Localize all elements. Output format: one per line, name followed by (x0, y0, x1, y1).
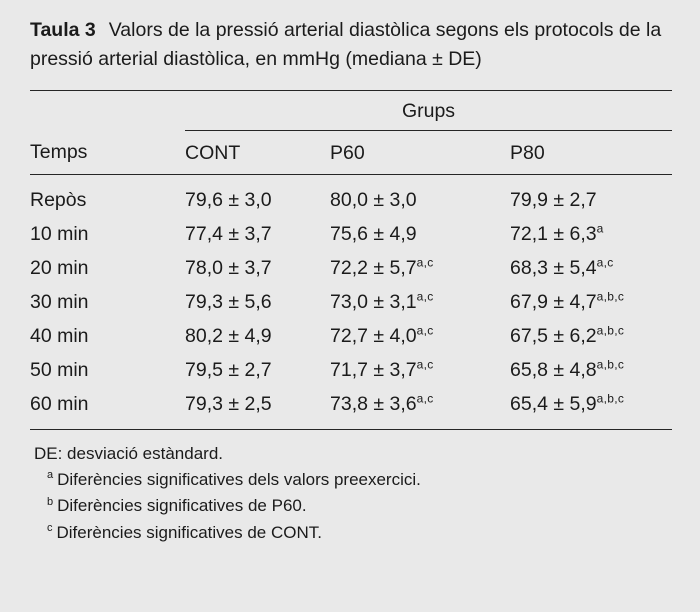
cell-value: 65,8 ± 4,8 (510, 358, 597, 381)
column-header-temps: Temps (30, 130, 185, 175)
time-cell: 20 min (30, 256, 89, 279)
table-row: 40 min 80,2 ± 4,9 72,7 ± 4,0a,c 67,5 ± 6… (30, 320, 672, 354)
cell-value: 73,0 ± 3,1 (330, 290, 417, 313)
cell-superscript: a,b,c (596, 391, 625, 405)
cell-value: 67,9 ± 4,7 (510, 290, 597, 313)
time-cell: Repòs (30, 188, 87, 211)
cell-superscript: a,c (416, 289, 434, 303)
p60-value-cell: 80,0 ± 3,0 (330, 174, 510, 218)
time-cell: 50 min (30, 358, 89, 381)
footnote: c Diferències significatives de CONT. (30, 520, 672, 546)
cell-value: 72,2 ± 5,7 (330, 256, 417, 279)
table-title: Taula 3 Valors de la pressió arterial dia… (30, 16, 672, 75)
table-row: 60 min 79,3 ± 2,5 73,8 ± 3,6a,c 65,4 ± 5… (30, 387, 672, 430)
table-number-label: Taula 3 (30, 19, 96, 41)
p80-value-cell: 72,1 ± 6,3a (510, 218, 672, 252)
table-row: 50 min 79,5 ± 2,7 71,7 ± 3,7a,c 65,8 ± 4… (30, 354, 672, 388)
column-header-cont: CONT (185, 130, 330, 175)
cell-superscript: a,c (416, 357, 434, 371)
cell-value: 80,0 ± 3,0 (330, 188, 417, 211)
cell-value: 75,6 ± 4,9 (330, 222, 417, 245)
column-header-row: Temps CONT P60 P80 (30, 130, 672, 175)
cell-superscript: a,c (416, 323, 434, 337)
p60-value-cell: 72,7 ± 4,0a,c (330, 320, 510, 354)
footnote-text: Diferències significatives de CONT. (56, 522, 322, 542)
time-cell: 60 min (30, 387, 185, 430)
group-header-spacer (30, 89, 185, 130)
p80-value-cell: 67,5 ± 6,2a,b,c (510, 320, 672, 354)
cont-value-cell: 77,4 ± 3,7 (185, 222, 272, 245)
cell-superscript: a,c (416, 391, 434, 405)
cell-superscript: a,b,c (596, 289, 625, 303)
p60-value-cell: 75,6 ± 4,9 (330, 218, 510, 252)
p60-value-cell: 73,0 ± 3,1a,c (330, 286, 510, 320)
cell-value: 65,4 ± 5,9 (510, 392, 597, 415)
time-cell: 30 min (30, 290, 89, 313)
cell-superscript: a,b,c (596, 357, 625, 371)
cont-value-cell: 79,3 ± 2,5 (185, 387, 330, 430)
footnote-text: Diferències significatives dels valors p… (57, 469, 421, 489)
p60-value-cell: 71,7 ± 3,7a,c (330, 354, 510, 388)
data-table: Grups Temps CONT P60 P80 Repòs 79,6 ± 3,… (30, 89, 672, 430)
p80-value-cell: 68,3 ± 5,4a,c (510, 252, 672, 286)
group-header-row: Grups (30, 89, 672, 131)
footnote: b Diferències significatives de P60. (30, 493, 672, 519)
cont-value-cell: 78,0 ± 3,7 (185, 256, 272, 279)
footnote-marker: a (47, 469, 54, 482)
footnote: a Diferències significatives dels valors … (30, 467, 672, 493)
table-footnotes: DE: desviació estàndard. a Diferències si… (30, 430, 672, 546)
cell-value: 67,5 ± 6,2 (510, 324, 597, 347)
table-row: 30 min 79,3 ± 5,6 73,0 ± 3,1a,c 67,9 ± 4… (30, 286, 672, 320)
cell-value: 72,7 ± 4,0 (330, 324, 417, 347)
footnote-text: Diferències significatives de P60. (57, 496, 307, 516)
column-header-p60: P60 (330, 130, 510, 175)
cont-value-cell: 80,2 ± 4,9 (185, 324, 272, 347)
table-row: Repòs 79,6 ± 3,0 80,0 ± 3,0 79,9 ± 2,7 (30, 174, 672, 218)
table-row: 20 min 78,0 ± 3,7 72,2 ± 5,7a,c 68,3 ± 5… (30, 252, 672, 286)
footnote-text: DE: desviació estàndard. (34, 443, 223, 463)
cell-superscript: a (596, 221, 604, 235)
cell-value: 68,3 ± 5,4 (510, 256, 597, 279)
table-caption: Valors de la pressió arterial diastòlica… (30, 19, 662, 71)
cell-value: 72,1 ± 6,3 (510, 222, 597, 245)
time-cell: 10 min (30, 222, 89, 245)
footnote: DE: desviació estàndard. (30, 441, 672, 467)
column-header-p80: P80 (510, 130, 672, 175)
p60-value-cell: 72,2 ± 5,7a,c (330, 252, 510, 286)
p80-value-cell: 79,9 ± 2,7 (510, 174, 672, 218)
time-cell: 40 min (30, 324, 89, 347)
cell-superscript: a,b,c (596, 323, 625, 337)
group-header-label: Grups (185, 89, 672, 131)
footnote-marker: b (47, 495, 54, 508)
table-row: 10 min 77,4 ± 3,7 75,6 ± 4,9 72,1 ± 6,3a (30, 218, 672, 252)
cell-value: 73,8 ± 3,6 (330, 392, 417, 415)
table-3-figure: Taula 3 Valors de la pressió arterial dia… (30, 16, 672, 546)
cell-superscript: a,c (416, 255, 434, 269)
p80-value-cell: 65,4 ± 5,9a,b,c (510, 387, 672, 430)
cell-superscript: a,c (596, 255, 614, 269)
p80-value-cell: 65,8 ± 4,8a,b,c (510, 354, 672, 388)
footnote-marker: c (47, 521, 53, 534)
cont-value-cell: 79,3 ± 5,6 (185, 290, 272, 313)
cell-value: 71,7 ± 3,7 (330, 358, 417, 381)
cont-value-cell: 79,5 ± 2,7 (185, 358, 272, 381)
cell-value: 79,9 ± 2,7 (510, 188, 597, 211)
p80-value-cell: 67,9 ± 4,7a,b,c (510, 286, 672, 320)
cont-value-cell: 79,6 ± 3,0 (185, 188, 272, 211)
p60-value-cell: 73,8 ± 3,6a,c (330, 387, 510, 430)
